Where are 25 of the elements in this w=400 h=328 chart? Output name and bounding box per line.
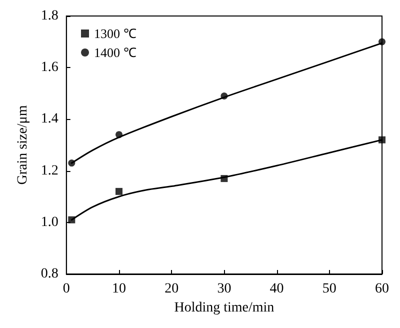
y-axis-title: Grain size/μm (16, 105, 30, 185)
point (220, 92, 228, 100)
x-tick-label: 20 (164, 282, 179, 296)
y-tick-label: 1.0 (40, 214, 58, 230)
x-tick-label: 0 (62, 282, 70, 296)
point (378, 38, 386, 46)
x-axis-title: Holding time/min (174, 300, 274, 316)
point (68, 216, 76, 224)
legend-label: 1400 ℃ (94, 45, 136, 60)
point (378, 136, 386, 144)
y-tick-label: 1.2 (40, 163, 58, 178)
x-tick-label: 10 (112, 282, 126, 296)
y-tick-label: 1.6 (40, 60, 58, 76)
x-tick-label: 40 (270, 282, 284, 296)
point (220, 175, 228, 182)
point (116, 188, 122, 195)
point (116, 131, 122, 138)
x-tick-label: 60 (375, 282, 389, 296)
legend-label: 1300 ℃ (94, 26, 136, 41)
y-tick-label: 0.8 (40, 266, 58, 282)
point (68, 160, 76, 167)
x-tick-label: 50 (322, 282, 336, 296)
y-tick-label: 1.4 (40, 112, 58, 127)
x-tick-label: 30 (217, 282, 232, 296)
y-tick-label: 1.8 (40, 8, 58, 24)
